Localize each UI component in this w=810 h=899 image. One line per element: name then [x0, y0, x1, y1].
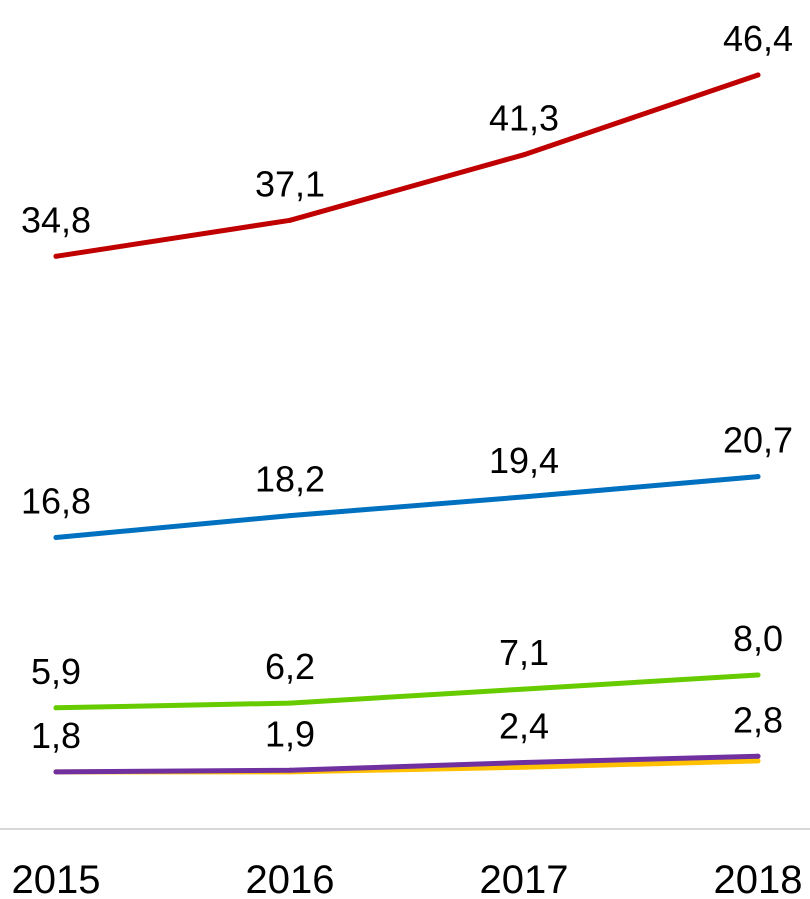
- data-label-s3-2018: 8,0: [733, 618, 783, 659]
- data-label-s2-2017: 19,4: [489, 440, 559, 481]
- data-label-s3-2017: 7,1: [499, 632, 549, 673]
- data-label-s4-2015: 1,8: [31, 715, 81, 756]
- x-tick-label-2018: 2018: [714, 858, 803, 899]
- series-line-4: [53, 753, 761, 775]
- data-point-s2-2017: [521, 494, 527, 500]
- data-label-s1-2018: 46,4: [723, 18, 793, 59]
- series-line-2: [53, 474, 761, 540]
- x-tick-label-2017: 2017: [480, 858, 569, 899]
- data-label-s4-2018: 2,8: [733, 699, 783, 740]
- data-point-s2-2018: [755, 474, 761, 480]
- x-tick-label-2016: 2016: [246, 858, 335, 899]
- series-line-1: [53, 72, 761, 259]
- series-line-3: [53, 672, 761, 711]
- data-point-s3-2015: [53, 705, 59, 711]
- data-point-s3-2016: [287, 700, 293, 706]
- data-point-s1-2017: [521, 152, 527, 158]
- data-point-s4-2015: [53, 769, 59, 775]
- data-label-s3-2016: 6,2: [265, 646, 315, 687]
- data-label-s4-2016: 1,9: [265, 713, 315, 754]
- data-point-s2-2016: [287, 513, 293, 519]
- data-label-s2-2018: 20,7: [723, 420, 793, 461]
- data-point-s3-2018: [755, 672, 761, 678]
- plot-area: 34,8 37,1 41,3 46,4 16,8 18,2 19,4 20,7 5,9 6,2 7,…: [21, 18, 793, 775]
- data-point-s5-2017: [521, 764, 527, 770]
- data-point-s1-2018: [755, 72, 761, 78]
- data-label-s1-2017: 41,3: [489, 98, 559, 139]
- data-point-s5-2018: [755, 758, 761, 764]
- x-axis-ticks: 2015 2016 2017 2018: [12, 858, 803, 899]
- data-point-s1-2016: [287, 217, 293, 223]
- data-point-s2-2015: [53, 535, 59, 540]
- x-tick-label-2015: 2015: [12, 858, 101, 899]
- data-label-s1-2015: 34,8: [21, 199, 91, 240]
- data-label-s2-2015: 16,8: [21, 481, 91, 522]
- data-label-s4-2017: 2,4: [499, 706, 549, 747]
- data-point-s4-2016: [287, 767, 293, 773]
- data-label-s2-2016: 18,2: [255, 459, 325, 500]
- data-label-s1-2016: 37,1: [255, 163, 325, 204]
- data-label-s3-2015: 5,9: [31, 651, 81, 692]
- data-point-s1-2015: [53, 253, 59, 259]
- data-point-s4-2017: [521, 760, 527, 765]
- data-point-s4-2018: [755, 753, 761, 759]
- data-point-s3-2017: [521, 686, 527, 692]
